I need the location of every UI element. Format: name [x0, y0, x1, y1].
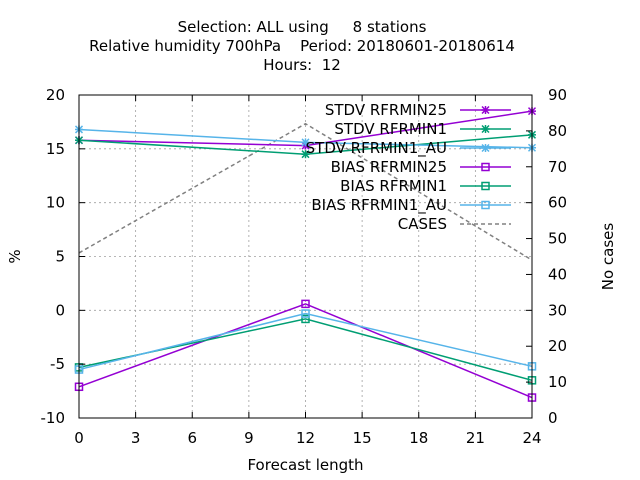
x-tick-label: 3: [131, 429, 141, 447]
y2-tick-label: 70: [548, 158, 567, 176]
y2-tick-label: 30: [548, 301, 567, 319]
series-line: [78, 312, 533, 371]
y2-tick-label: 10: [548, 373, 567, 391]
legend-label: BIAS RFRMIN1_AU: [311, 196, 447, 215]
marker-stroke: [301, 150, 310, 159]
chart-title: Selection: ALL using 8 stationsRelative …: [89, 18, 515, 74]
legend-label: CASES: [398, 215, 447, 233]
x-tick-label: 12: [296, 429, 315, 447]
x-tick-label: 24: [522, 429, 541, 447]
y2-tick-label: 0: [548, 409, 558, 427]
series-marker: [301, 309, 310, 318]
y2-axis-ticks: 0 10 20 30 40 50 60 70 80 90: [526, 86, 567, 427]
y-tick-label: 10: [46, 194, 65, 212]
series-marker: [481, 162, 490, 172]
series-marker: [301, 138, 310, 147]
y2-tick-label: 50: [548, 230, 567, 248]
y-axis-label: %: [6, 249, 24, 263]
x-tick-label: 9: [244, 429, 254, 447]
marker-stroke: [481, 143, 490, 153]
legend-label: STDV RFRMIN25: [325, 101, 447, 119]
y2-tick-label: 20: [548, 337, 567, 355]
plot-series: [74, 107, 537, 402]
marker-stroke: [481, 124, 490, 134]
legend-label: BIAS RFRMIN25: [331, 158, 447, 176]
series-marker: [481, 200, 490, 210]
series-marker: [481, 143, 490, 153]
y-tick-label: -5: [50, 355, 65, 373]
series-marker: [301, 299, 310, 309]
marker-stroke: [301, 138, 310, 147]
y-tick-label: 20: [46, 86, 65, 104]
title-line: Hours: 12: [263, 56, 341, 74]
series-marker: [481, 124, 490, 134]
legend-label: STDV RFRMIN1: [334, 120, 447, 138]
series-marker: [301, 150, 310, 159]
legend-label: BIAS RFRMIN1: [340, 177, 447, 195]
x-axis-ticks: 0 3 6 9 12 15 18 21 24: [74, 95, 542, 447]
y2-tick-label: 40: [548, 265, 567, 283]
series-line: [78, 122, 533, 261]
series-6: [78, 122, 533, 261]
x-tick-label: 21: [466, 429, 485, 447]
x-tick-label: 15: [353, 429, 372, 447]
y2-tick-label: 80: [548, 122, 567, 140]
series-marker: [481, 181, 490, 191]
x-tick-label: 18: [409, 429, 428, 447]
y-tick-label: 5: [55, 248, 65, 266]
y-tick-label: 15: [46, 140, 65, 158]
series-line: [78, 303, 533, 399]
y-tick-label: -10: [41, 409, 66, 427]
series-marker: [481, 105, 490, 115]
y-axis-ticks: -10 -5 0 5 10 15 20: [41, 86, 85, 427]
y2-tick-label: 60: [548, 194, 567, 212]
series-marker: [301, 314, 310, 324]
series-2: [74, 125, 537, 152]
y2-tick-label: 90: [548, 86, 567, 104]
title-line: Selection: ALL using 8 stations: [178, 18, 427, 36]
x-axis-label: Forecast length: [247, 456, 363, 474]
x-tick-label: 0: [74, 429, 84, 447]
legend-label: STDV RFRMIN1_AU: [306, 139, 447, 158]
y2-axis-label: No cases: [599, 223, 617, 291]
y-tick-label: 0: [55, 301, 65, 319]
x-tick-label: 6: [187, 429, 197, 447]
title-line: Relative humidity 700hPa Period: 2018060…: [89, 37, 515, 55]
marker-stroke: [481, 105, 490, 115]
